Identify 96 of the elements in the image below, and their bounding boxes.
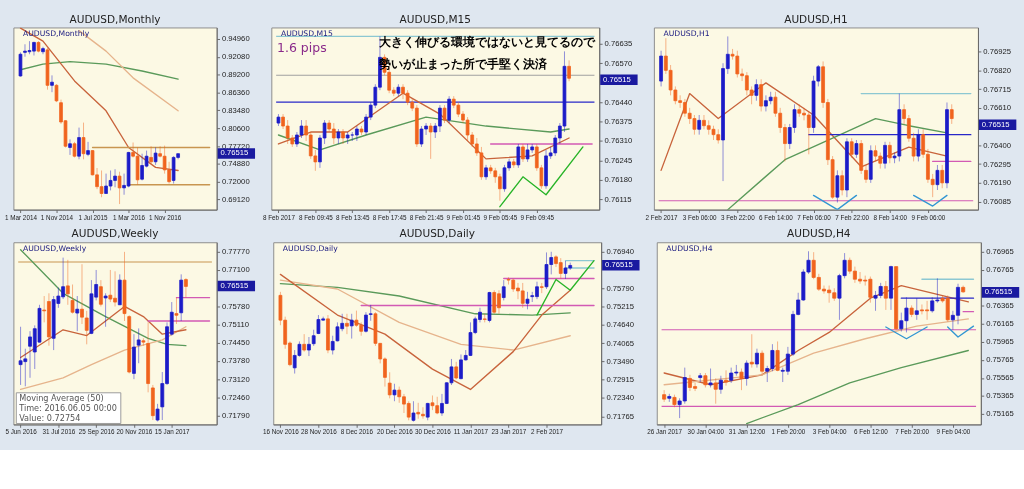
y-tick-label: 0.76180 [604,175,633,185]
candlestick [724,369,728,387]
y-tick-label: 0.83480 [221,105,250,115]
line-series [279,279,571,351]
y-tick-label: 0.71790 [221,411,250,421]
chart-subtitle: AUDUSD,H4 [666,243,713,253]
y-tick-label: 0.76440 [604,97,633,107]
y-tick-label: 0.75965 [986,337,1014,347]
annotation: Time: 2016.06.05 00:00 [18,403,117,414]
y-tick-label: 0.76715 [983,84,1011,94]
y-tick-label: 0.76085 [983,197,1011,207]
line-series [499,146,584,208]
y-tick-label: 0.75765 [986,355,1014,365]
line-series [279,282,571,316]
y-tick-label: 0.76245 [604,155,633,165]
y-tick-label: 0.76295 [983,159,1011,169]
candlestick [355,125,359,142]
line-series [536,260,595,316]
line-series [19,326,187,390]
y-tick-label: 0.76610 [983,103,1011,113]
chart-title: AUDUSD,Daily [399,227,475,240]
y-tick-label: 0.69120 [221,194,250,204]
y-tick-label: 0.74640 [606,320,635,330]
text: 0.76515 [981,119,1010,129]
line-series [279,273,571,391]
line-series [727,117,948,210]
annotation: 1.6 pips [277,40,327,56]
y-tick-label: 0.72340 [606,393,635,403]
text: 0.76515 [220,148,249,158]
chart-title: AUDUSD,Weekly [71,227,159,240]
y-tick-label: 0.74880 [221,159,250,169]
y-tick-label: 0.72915 [606,375,635,385]
y-tick-label: 0.94960 [221,34,250,44]
line-series [663,318,969,386]
candlestick [341,128,345,145]
chart-subtitle: AUDUSD,M15 [280,29,333,39]
annotation: Moving Average (50) [19,393,104,404]
y-tick-label: 0.75110 [221,319,250,329]
y-tick-label: 0.73780 [221,356,250,366]
line-series [19,27,179,172]
y-tick-label: 0.76820 [983,65,1011,75]
y-tick-label: 0.73490 [606,356,635,366]
text: 0.76515 [984,287,1013,297]
y-tick-label: 0.72460 [221,392,250,402]
text: 0.76515 [605,260,633,270]
y-tick-label: 0.89200 [221,70,250,80]
chart-title: AUDUSD,H1 [784,12,848,25]
y-tick-label: 0.71765 [606,411,635,421]
annotation: Value: 0.72754 [19,412,81,423]
line-series [277,116,570,151]
y-tick-label: 0.76570 [604,58,633,68]
text: 0.76515 [603,74,631,84]
chart-title: AUDUSD,M15 [399,12,471,25]
text: 0.76515 [220,280,249,290]
chart-subtitle: AUDUSD,Weekly [23,243,87,253]
candlestick [18,51,23,78]
chart-subtitle: AUDUSD,Daily [282,243,339,253]
chart-title: AUDUSD,Monthly [69,12,161,25]
y-tick-label: 0.75565 [986,373,1014,383]
annotation: 勢いが止まった所で手堅く決済 [377,56,548,71]
y-tick-label: 0.76310 [604,136,633,146]
y-tick-label: 0.76375 [604,116,633,126]
y-tick-label: 0.76940 [606,247,635,257]
y-tick-label: 0.75790 [606,283,635,293]
y-tick-label: 0.72000 [221,177,250,187]
line-series [19,305,187,359]
y-tick-label: 0.74065 [606,338,635,348]
y-tick-label: 0.76635 [604,39,633,49]
y-tick-label: 0.86360 [221,87,250,97]
y-tick-label: 0.75365 [986,391,1014,401]
y-tick-label: 0.76365 [986,301,1014,311]
y-tick-label: 0.75165 [986,409,1014,419]
candlestick [50,74,54,93]
y-tick-label: 0.76925 [983,46,1011,56]
y-tick-label: 0.75215 [606,302,635,312]
y-tick-label: 0.92080 [221,52,250,62]
chart-subtitle: AUDUSD,H1 [663,29,710,39]
candlestick [86,141,90,157]
y-tick-label: 0.75780 [221,301,250,311]
y-tick-label: 0.76115 [604,194,632,204]
y-tick-label: 0.76965 [986,247,1014,257]
y-tick-label: 0.76165 [986,319,1014,329]
line-series [745,349,969,425]
y-tick-label: 0.73120 [221,374,250,384]
y-tick-label: 0.77100 [221,265,250,275]
y-tick-label: 0.76190 [983,178,1011,188]
line-series [660,82,948,172]
annotation: 大きく伸びる環境ではないと見てるので [378,34,596,49]
y-tick-label: 0.76765 [986,265,1014,275]
y-tick-label: 0.77770 [221,246,250,256]
y-tick-label: 0.74450 [221,338,250,348]
candlestick [149,145,153,165]
y-tick-label: 0.76400 [983,140,1011,150]
chart-title: AUDUSD,H4 [787,227,851,240]
candlestick [68,138,72,156]
y-tick-label: 0.80600 [221,123,250,133]
